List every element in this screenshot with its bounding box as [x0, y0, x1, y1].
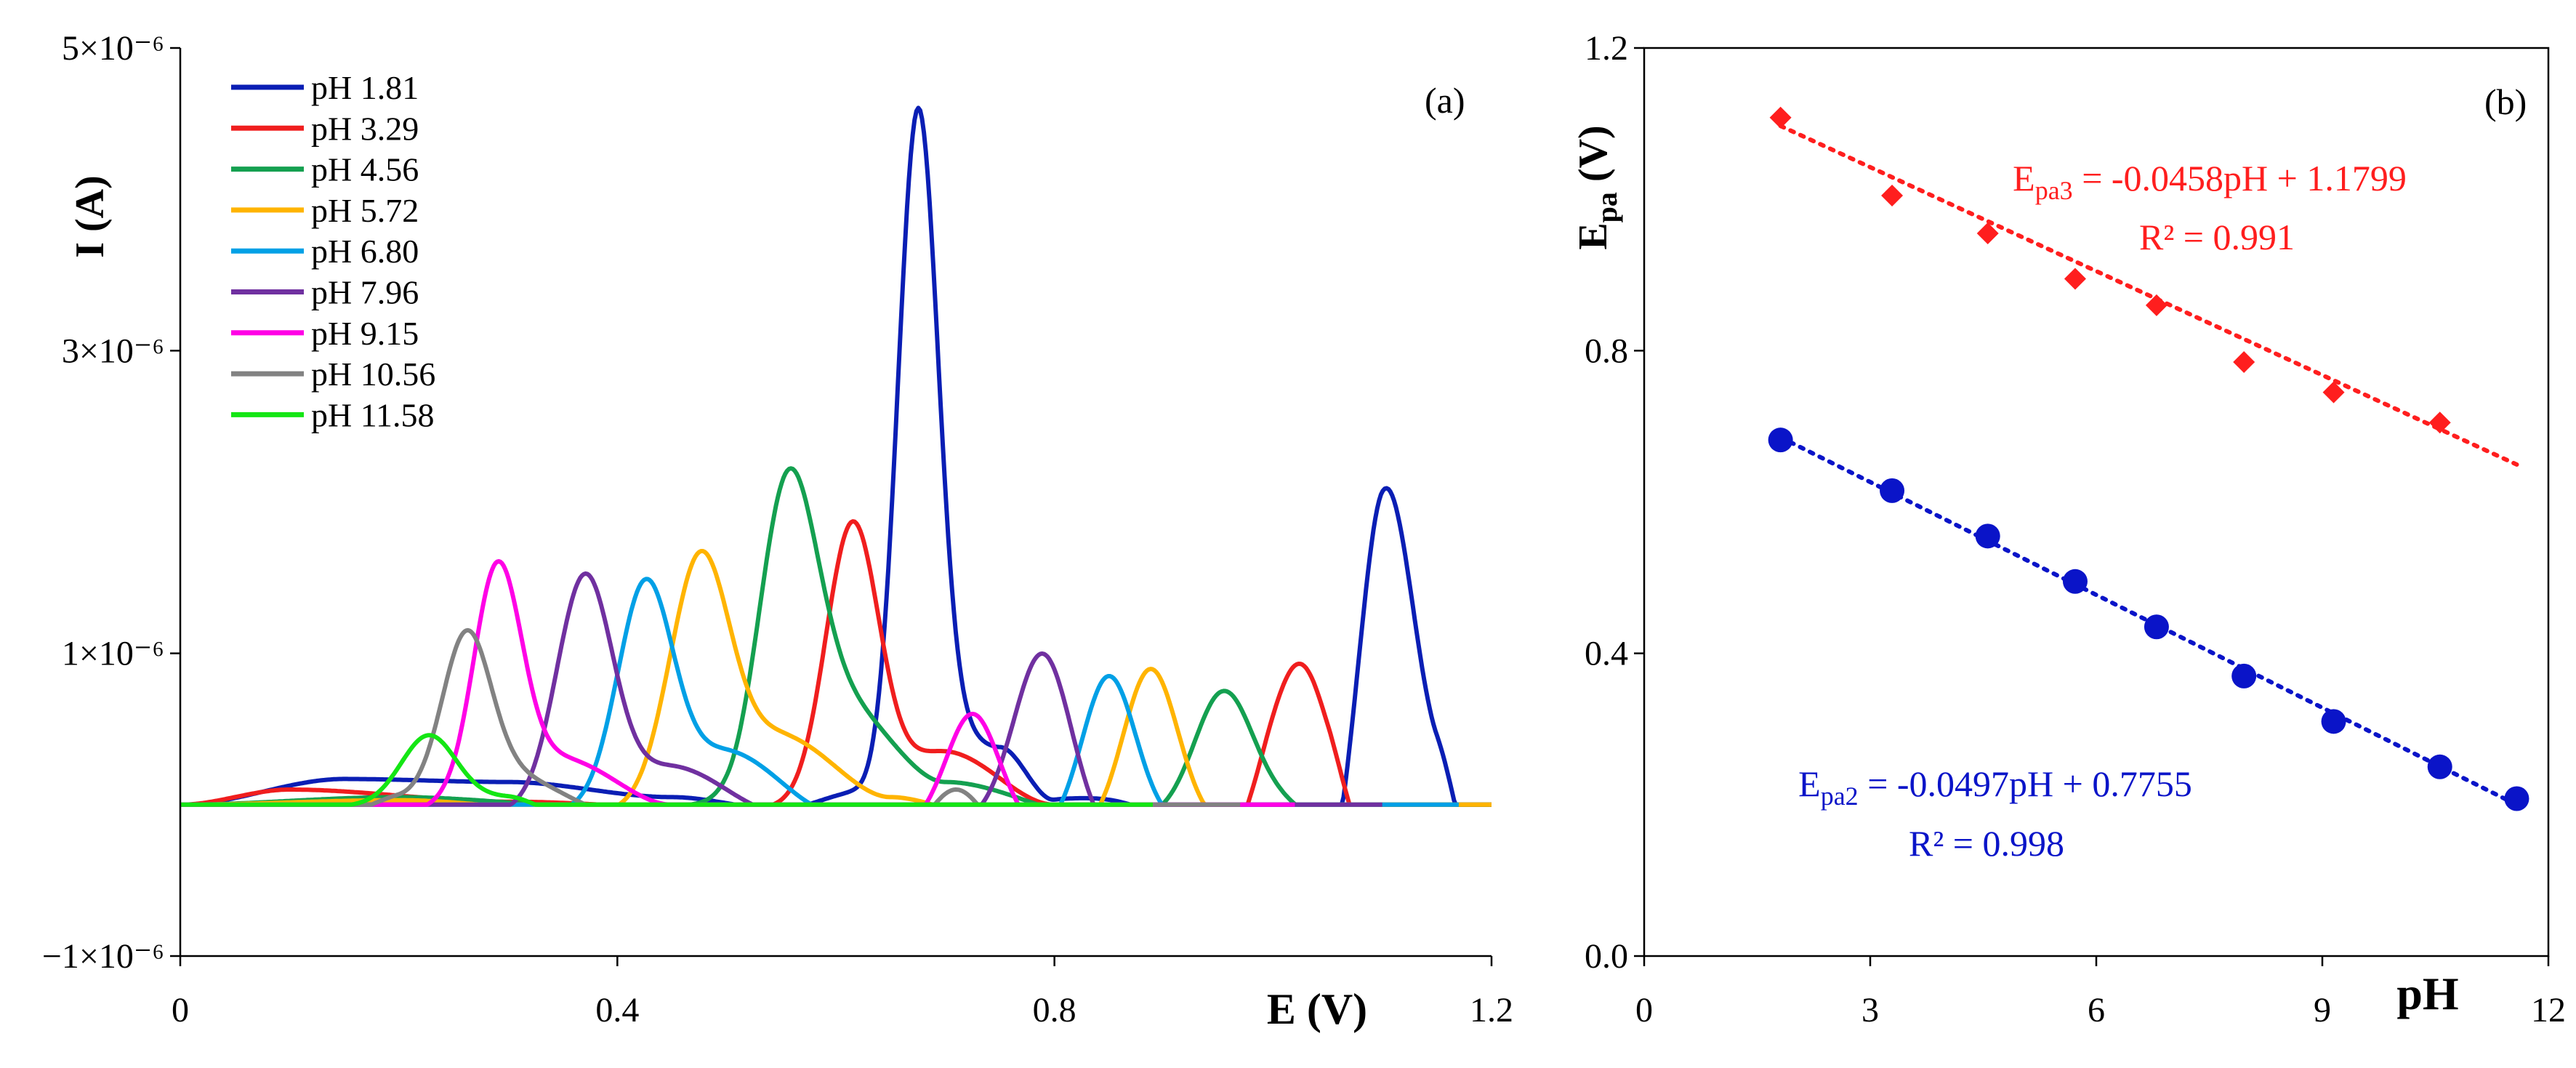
legend-label: pH 1.81: [311, 69, 419, 106]
curve-pH-7_96: [180, 571, 1383, 807]
panel-b-x-tick-label: 12: [2531, 991, 2566, 1029]
panel-a-y-tick-label: −1×10⁻⁶: [42, 937, 164, 976]
curve-pH-5_72: [180, 549, 1492, 807]
legend-label: pH 11.58: [311, 396, 435, 433]
panel-a-curves: [179, 105, 1492, 807]
panel-b-label: (b): [2484, 81, 2527, 122]
epa3-equation: Epa3 = -0.0458pH + 1.1799: [2013, 158, 2407, 205]
legend-label: pH 4.56: [311, 151, 419, 188]
epa3-point: [1881, 184, 1904, 206]
panel-a-y-ticks: −1×10⁻⁶ 1×10⁻⁶ 3×10⁻⁶ 5×10⁻⁶: [42, 29, 180, 976]
epa2-r2: R² = 0.998: [1909, 823, 2064, 864]
epa2-eq-sub: pa2: [1821, 782, 1859, 811]
panel-a-x-tick-label: 0.8: [1033, 991, 1076, 1029]
legend-label: pH 5.72: [311, 192, 419, 229]
panel-b-y-tick-label: 0.8: [1585, 332, 1628, 370]
panel-b-points: [1768, 106, 2529, 811]
panel-b-y-label-main: E: [1571, 222, 1616, 249]
epa2-point: [2321, 709, 2346, 734]
epa3-fit-line: [1778, 124, 2519, 467]
panel-b-y-tick-label: 1.2: [1585, 29, 1628, 68]
panel-b-y-label-sub: pa: [1590, 192, 1623, 222]
panel-a-x-tick-label: 1.2: [1470, 991, 1513, 1029]
epa2-point: [2144, 614, 2169, 640]
panel-b-x-tick-label: 3: [1861, 991, 1879, 1029]
panel-b-y-ticks: 0.0 0.4 0.8 1.2: [1585, 29, 1644, 976]
epa3-point: [2428, 411, 2451, 434]
panel-a-y-tick-label: 3×10⁻⁶: [62, 332, 164, 370]
panel-a-legend: pH 1.81 pH 3.29 pH 4.56 pH 5.72 pH 6.80 pH 7.…: [231, 69, 435, 433]
epa3-point: [2064, 268, 2086, 290]
epa3-point: [1769, 106, 1792, 129]
epa2-point: [2427, 754, 2452, 779]
epa2-fit-line: [1778, 435, 2519, 807]
panel-b-x-tick-label: 0: [1635, 991, 1653, 1029]
panel-b-y-tick-label: 0.4: [1585, 635, 1628, 673]
epa2-point: [1880, 478, 1905, 503]
panel-b-x-ticks: 0 3 6 9 12: [1635, 956, 2566, 1029]
panel-a-y-tick-label: 5×10⁻⁶: [62, 29, 164, 68]
panel-a-y-axis-label: I (A): [68, 175, 113, 258]
legend-label: pH 9.15: [311, 315, 419, 352]
curve-pH-11_58: [179, 733, 1154, 807]
curve-pH-9_15: [180, 559, 1296, 807]
epa2-point: [2504, 786, 2529, 811]
panel-a-y-tick-label: 1×10⁻⁶: [62, 635, 164, 673]
epa2-eq-prefix: E: [1798, 763, 1821, 804]
panel-b-y-axis-label: Epa (V): [1571, 125, 1623, 249]
epa3-point: [2145, 294, 2168, 316]
curve-pH-4_56: [180, 466, 1492, 807]
panel-b-x-axis-label: pH: [2396, 968, 2458, 1019]
panel-a-x-axis-label: E (V): [1267, 985, 1367, 1033]
panel-b-x-tick-label: 6: [2088, 991, 2105, 1029]
epa3-eq-rest: = -0.0458pH + 1.1799: [2073, 158, 2407, 198]
curve-pH-3_29: [180, 519, 1492, 807]
legend-label: pH 10.56: [311, 356, 435, 393]
panel-b-x-tick-label: 9: [2314, 991, 2331, 1029]
legend-label: pH 3.29: [311, 110, 419, 147]
panel-a-x-ticks: 0 0.4 0.8 1.2: [172, 956, 1513, 1029]
epa3-point: [2322, 381, 2345, 403]
panel-a: −1×10⁻⁶ 1×10⁻⁶ 3×10⁻⁶ 5×10⁻⁶ 0 0.4 0.8 1.2 (a)…: [42, 29, 1513, 1033]
epa2-point: [2062, 569, 2088, 594]
legend-label: pH 6.80: [311, 233, 419, 270]
panel-b-fit-lines: [1778, 124, 2519, 807]
epa2-equation: Epa2 = -0.0497pH + 0.7755: [1798, 763, 2192, 811]
panel-b-y-tick-label: 0.0: [1585, 937, 1628, 976]
epa3-eq-sub: pa3: [2035, 176, 2073, 205]
panel-a-label: (a): [1425, 80, 1465, 121]
epa2-point: [1768, 427, 1793, 453]
epa3-r2: R² = 0.991: [2139, 217, 2295, 257]
legend-label: pH 7.96: [311, 274, 419, 311]
panel-b: 0.0 0.4 0.8 1.2 0 3 6 9 12 (b) pH Epa (V) Epa3 …: [1571, 29, 2566, 1029]
panel-b-y-label-unit: (V): [1571, 125, 1616, 192]
epa2-point: [2231, 663, 2257, 688]
epa3-eq-prefix: E: [2013, 158, 2035, 198]
panel-a-x-tick-label: 0.4: [595, 991, 639, 1029]
epa3-point: [1976, 222, 1999, 245]
epa2-eq-rest: = -0.0497pH + 0.7755: [1859, 763, 2192, 804]
panel-a-x-tick-label: 0: [172, 991, 189, 1029]
epa3-point: [2233, 350, 2255, 373]
epa2-point: [1975, 523, 2000, 549]
